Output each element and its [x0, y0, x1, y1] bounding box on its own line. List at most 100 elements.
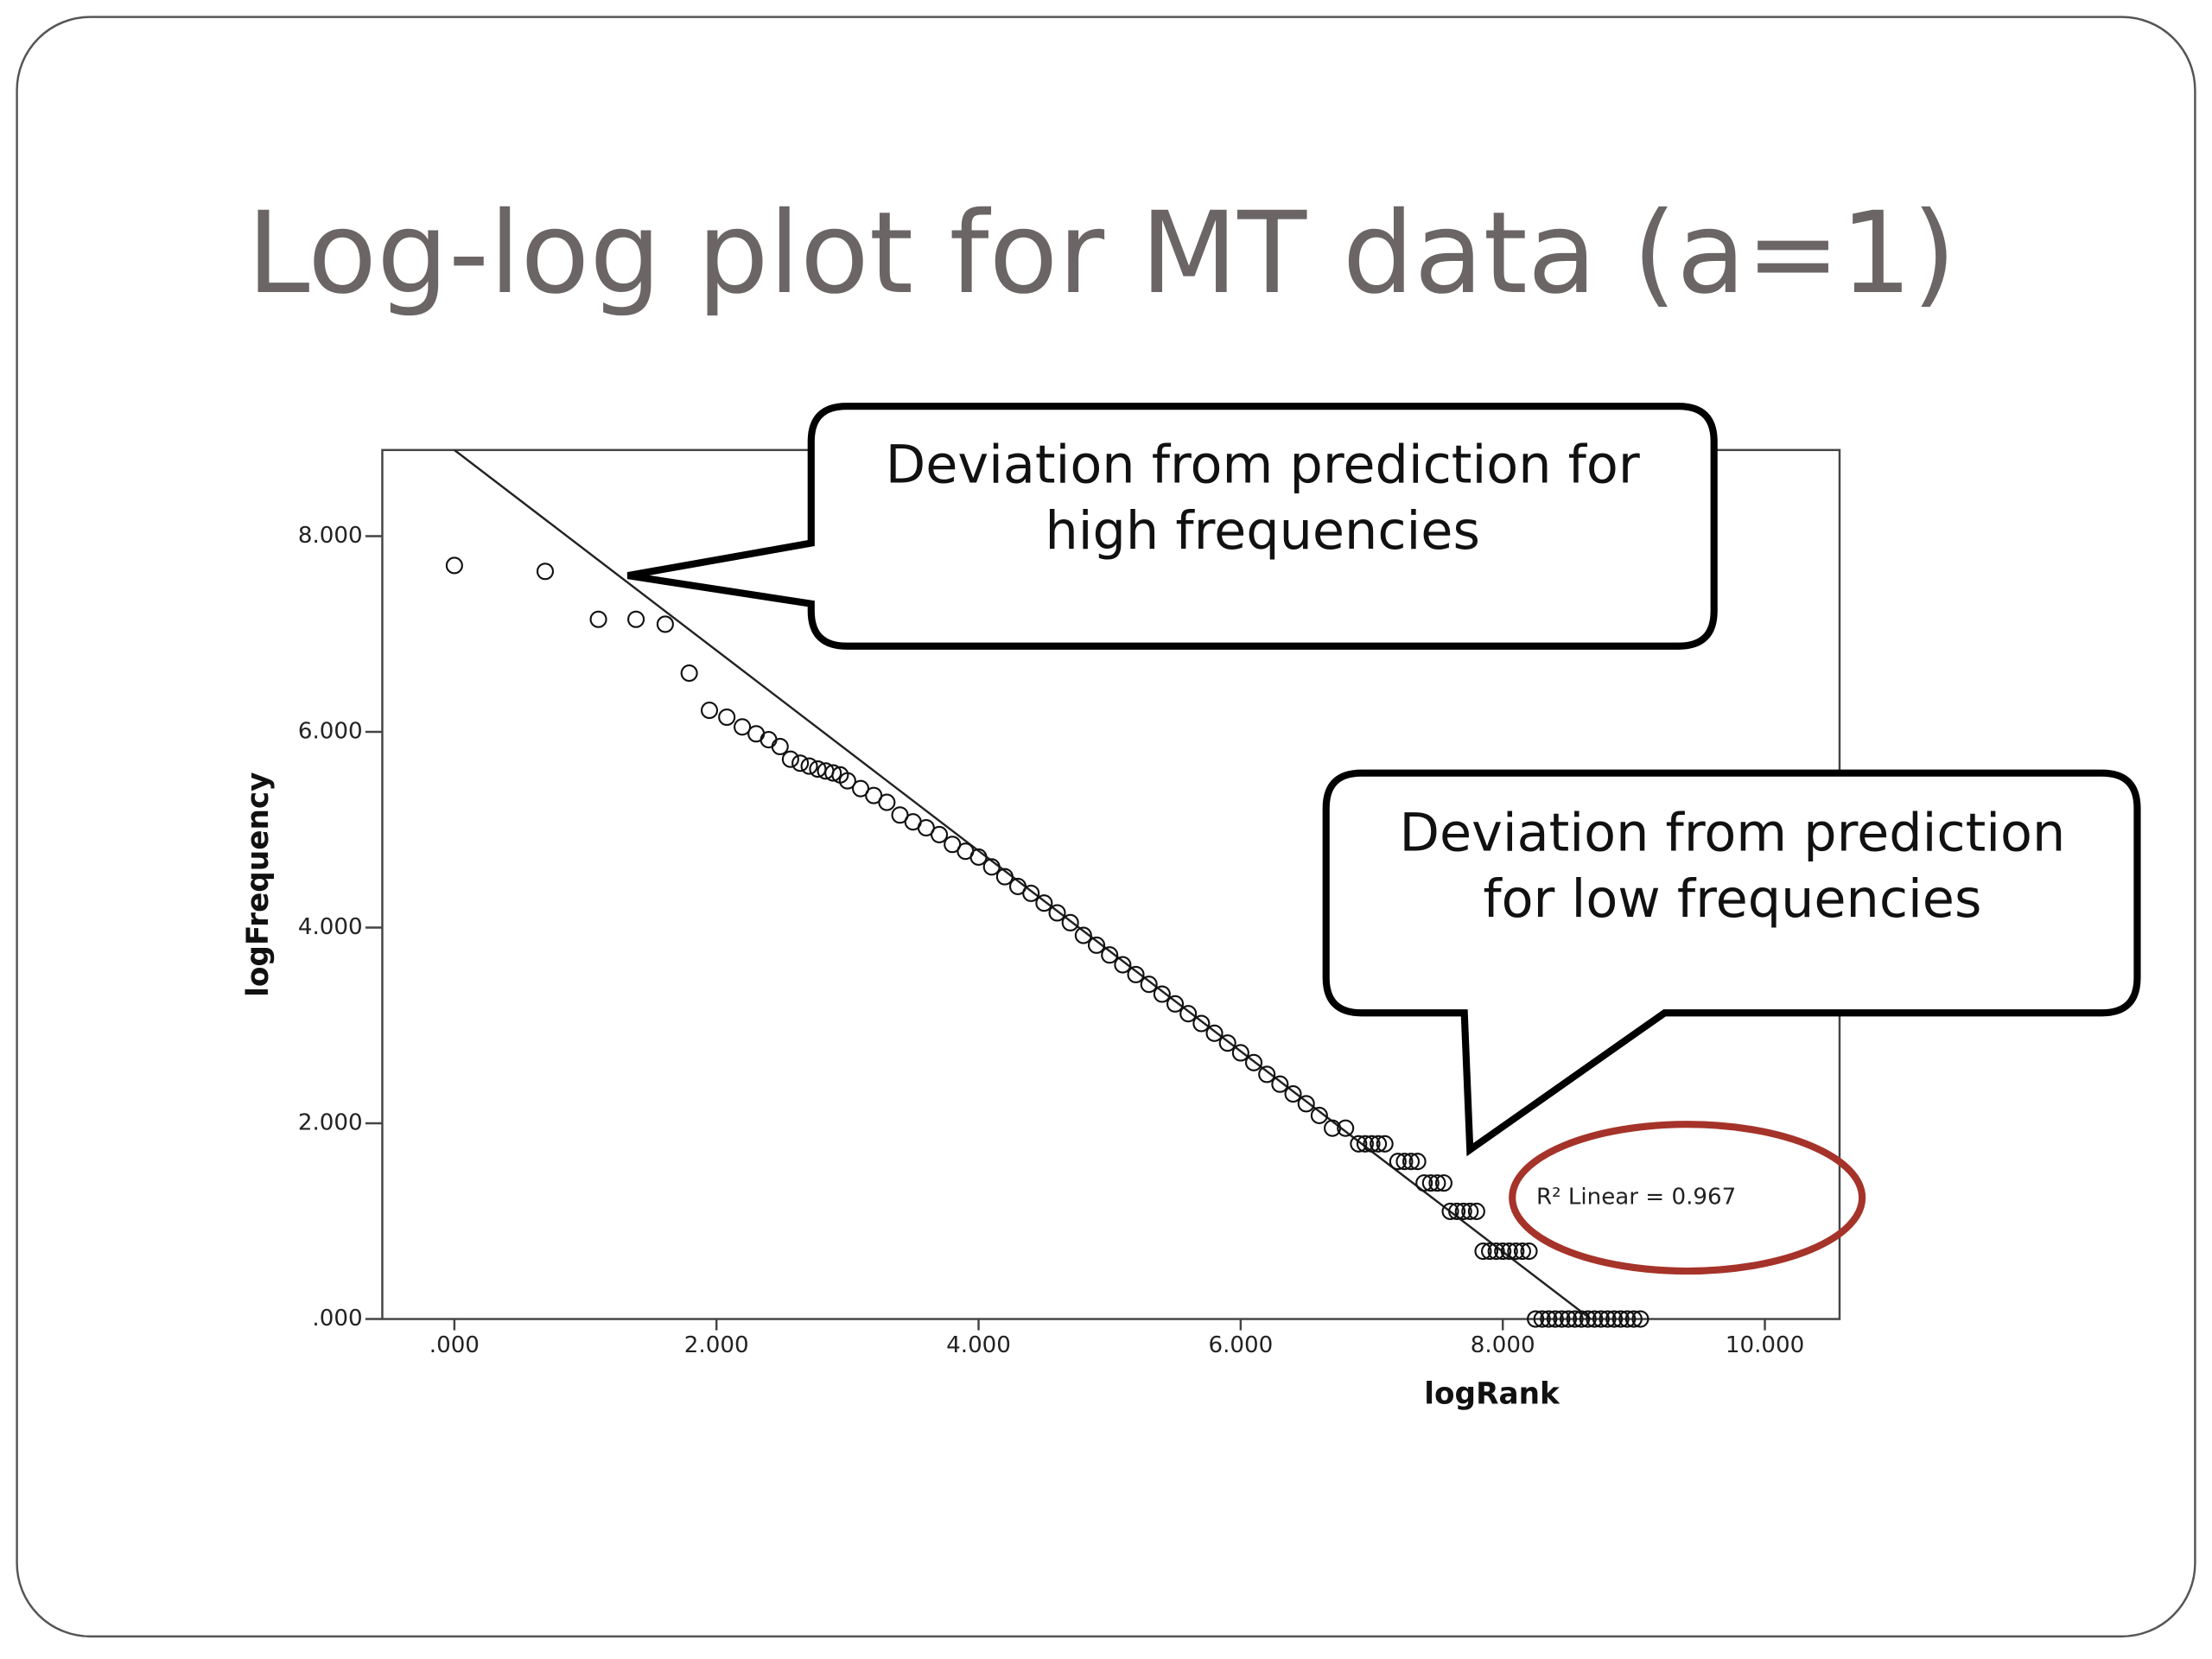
fit-label: R² Linear = 0.967 [1536, 1185, 1736, 1211]
data-point [627, 610, 645, 628]
callout-text: for low frequencies [1483, 869, 1981, 930]
data-point [1592, 1310, 1610, 1328]
data-point [1434, 1174, 1452, 1192]
data-point [1553, 1310, 1571, 1328]
data-point [838, 772, 856, 790]
y-tick-label: .000 [312, 1306, 362, 1332]
data-point [1559, 1310, 1578, 1328]
data-point [944, 836, 962, 854]
data-point [1461, 1202, 1479, 1220]
data-point [1474, 1243, 1492, 1261]
data-point [1454, 1202, 1472, 1220]
data-point [1271, 1075, 1289, 1093]
data-point [982, 858, 1001, 876]
data-point [1487, 1243, 1505, 1261]
data-point [969, 848, 988, 867]
y-tick-label: 6.000 [298, 718, 363, 744]
data-point [1402, 1153, 1421, 1171]
data-point [1048, 904, 1066, 922]
x-tick-label: 2.000 [684, 1332, 749, 1358]
data-point [891, 806, 909, 824]
data-point [865, 786, 883, 804]
data-point [917, 818, 935, 837]
y-tick-label: 4.000 [298, 914, 363, 940]
data-point [1546, 1310, 1564, 1328]
data-point [1573, 1310, 1591, 1328]
data-point [1074, 926, 1092, 944]
data-point [734, 718, 752, 736]
data-point [1140, 976, 1158, 994]
data-point [589, 610, 607, 628]
data-point [1624, 1310, 1643, 1328]
data-point [995, 868, 1014, 886]
highlight-ellipse [1509, 1121, 1866, 1275]
data-point [536, 563, 555, 581]
x-tick-label: 8.000 [1471, 1332, 1535, 1358]
x-tick-label: 6.000 [1208, 1332, 1273, 1358]
y-axis-label: logFrequency [241, 772, 276, 996]
callout-box [1322, 769, 2141, 1157]
data-point [1441, 1202, 1459, 1220]
data-point [1258, 1065, 1276, 1084]
data-point [1631, 1310, 1649, 1328]
data-point [1389, 1153, 1407, 1171]
data-point [680, 664, 698, 683]
data-point [1448, 1202, 1466, 1220]
data-point [1310, 1106, 1328, 1124]
data-point [1363, 1135, 1381, 1153]
data-point [1480, 1243, 1499, 1261]
data-point [1022, 884, 1040, 902]
data-point [1494, 1243, 1512, 1261]
data-point [1611, 1310, 1630, 1328]
data-point [930, 825, 949, 843]
callout-text: Deviation from prediction for [886, 435, 1640, 495]
slide-title: Log-log plot for MT data (a=1) [247, 188, 1956, 319]
data-point [1579, 1310, 1597, 1328]
data-point [1244, 1053, 1263, 1071]
data-point [1513, 1243, 1531, 1261]
data-point [1205, 1024, 1224, 1042]
data-point [1605, 1310, 1624, 1328]
data-point [718, 708, 736, 727]
data-point [771, 737, 789, 756]
data-point [1370, 1135, 1388, 1153]
x-tick-label: 10.000 [1726, 1332, 1804, 1358]
data-point [1395, 1153, 1414, 1171]
callout-box [626, 403, 1718, 650]
data-point [851, 779, 870, 798]
data-point [1500, 1243, 1518, 1261]
data-point [1533, 1310, 1551, 1328]
data-point [1192, 1014, 1211, 1033]
data-point [1566, 1310, 1584, 1328]
data-point [1061, 913, 1079, 931]
data-point [1599, 1310, 1617, 1328]
data-point [791, 754, 810, 772]
data-point [824, 764, 842, 782]
data-point [1540, 1310, 1558, 1328]
data-point [1035, 894, 1053, 912]
data-point [1008, 877, 1027, 895]
data-point [1127, 965, 1145, 983]
data-point [1087, 936, 1106, 954]
data-point [1101, 946, 1119, 964]
data-point [1618, 1310, 1637, 1328]
data-point [1153, 985, 1171, 1003]
x-tick-label: .000 [429, 1332, 480, 1358]
y-tick-label: 8.000 [298, 523, 363, 549]
data-point [1586, 1310, 1604, 1328]
data-point [1218, 1034, 1236, 1052]
data-point [1323, 1119, 1342, 1137]
data-point [445, 556, 463, 575]
data-point [1428, 1174, 1446, 1192]
data-point [1421, 1174, 1440, 1192]
data-point [1356, 1135, 1374, 1153]
fit-group [452, 449, 1593, 1319]
data-point [1337, 1119, 1355, 1137]
x-tick-label: 4.000 [946, 1332, 1011, 1358]
x-axis-label: logRank [1424, 1376, 1560, 1411]
data-point [1179, 1005, 1198, 1023]
data-point [700, 702, 719, 720]
data-point [1467, 1202, 1485, 1220]
